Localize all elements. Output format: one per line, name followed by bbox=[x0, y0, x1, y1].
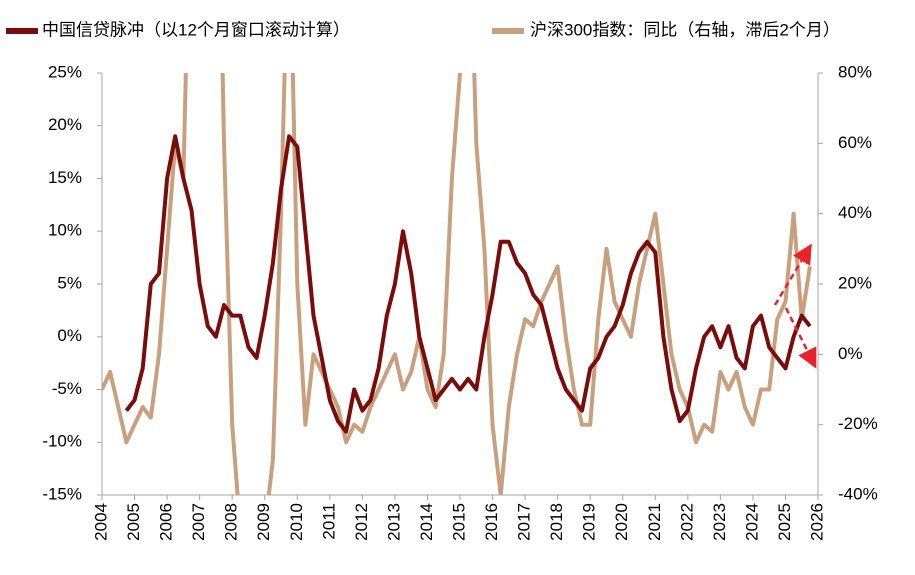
x-tick-label: 2020 bbox=[612, 503, 631, 541]
y2-tick-label: 20% bbox=[838, 273, 872, 292]
x-tick-label: 2006 bbox=[157, 503, 176, 541]
y-tick-label: 0% bbox=[57, 326, 82, 345]
x-tick-label: 2016 bbox=[482, 503, 501, 541]
x-tick-label: 2007 bbox=[189, 503, 208, 541]
x-tick-label: 2013 bbox=[384, 503, 403, 541]
arrow-down bbox=[784, 307, 817, 369]
x-tick-label: 2005 bbox=[124, 503, 143, 541]
y2-tick-label: -40% bbox=[838, 484, 878, 503]
y-tick-label: 15% bbox=[48, 168, 82, 187]
x-tick-label: 2023 bbox=[710, 503, 729, 541]
y-tick-label: -5% bbox=[52, 379, 82, 398]
x-tick-label: 2018 bbox=[547, 503, 566, 541]
y2-tick-label: 80% bbox=[838, 62, 872, 81]
x-tick-label: 2009 bbox=[254, 503, 273, 541]
x-tick-label: 2015 bbox=[449, 503, 468, 541]
y2-tick-label: 0% bbox=[838, 344, 863, 363]
series-line bbox=[102, 73, 812, 495]
x-tick-label: 2025 bbox=[775, 503, 794, 541]
x-tick-label: 2019 bbox=[580, 503, 599, 541]
y-tick-label: 25% bbox=[48, 62, 82, 81]
x-tick-label: 2024 bbox=[742, 503, 761, 541]
trend-arrows bbox=[773, 243, 817, 369]
legend-label: 中国信贷脉冲（以12个月窗口滚动计算） bbox=[42, 20, 350, 39]
y-tick-label: -15% bbox=[42, 484, 82, 503]
y-tick-label: -10% bbox=[42, 432, 82, 451]
legend-label: 沪深300指数：同比（右轴，滞后2个月） bbox=[530, 20, 840, 39]
x-tick-label: 2017 bbox=[515, 503, 534, 541]
y-tick-label: 20% bbox=[48, 115, 82, 134]
y2-tick-label: 40% bbox=[838, 203, 872, 222]
x-tick-label: 2022 bbox=[677, 503, 696, 541]
y-tick-label: 10% bbox=[48, 221, 82, 240]
y2-tick-label: -20% bbox=[838, 414, 878, 433]
x-tick-label: 2026 bbox=[807, 503, 826, 541]
x-tick-label: 2011 bbox=[319, 503, 338, 540]
x-tick-label: 2004 bbox=[91, 503, 110, 541]
y-tick-label: 5% bbox=[57, 273, 82, 292]
x-tick-label: 2014 bbox=[417, 503, 436, 541]
arrow-up bbox=[773, 243, 812, 306]
series-line bbox=[124, 134, 812, 434]
x-tick-label: 2021 bbox=[645, 503, 664, 541]
x-tick-label: 2008 bbox=[222, 503, 241, 541]
y2-tick-label: 60% bbox=[838, 133, 872, 152]
plot-area bbox=[102, 73, 812, 495]
x-tick-label: 2012 bbox=[352, 503, 371, 541]
x-tick-label: 2010 bbox=[287, 503, 306, 541]
